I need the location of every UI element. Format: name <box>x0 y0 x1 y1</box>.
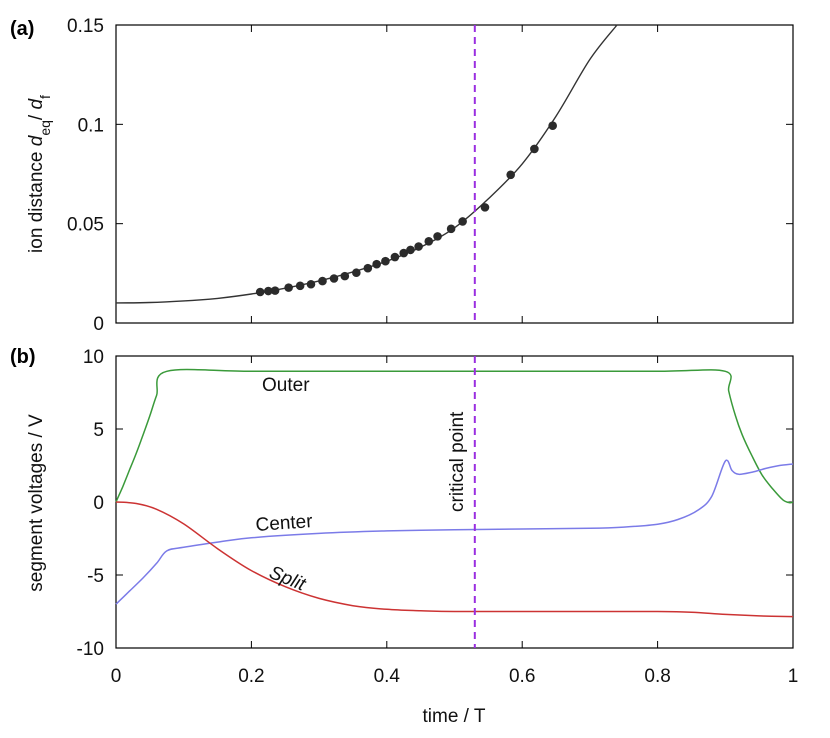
panel-b-ylabel: segment voltages / V <box>26 414 47 592</box>
series-lines <box>115 368 794 618</box>
panel-a-label: (a) <box>10 18 34 40</box>
panel-b-ytick-labels: -10 -5 0 5 10 <box>77 347 104 660</box>
data-point <box>264 286 273 296</box>
data-point <box>284 283 293 292</box>
panel-b-xtick-labels: 0 0.2 0.4 0.6 0.8 1 <box>111 666 799 687</box>
b-ytick-label: 5 <box>93 420 104 441</box>
data-point <box>399 248 409 258</box>
panel-a: (a) 0 0.05 0.1 0.15 ion distance deq/ df <box>10 16 794 335</box>
data-point <box>458 217 467 226</box>
data-point <box>270 286 280 295</box>
panel-a-ytick-labels: 0 0.05 0.1 0.15 <box>67 16 104 335</box>
center-series-label: Center <box>255 511 314 536</box>
data-point <box>363 263 373 273</box>
panel-b: (b) -10 -5 0 5 10 0 0.2 0.4 0.6 0.8 1 critical po… <box>10 346 798 727</box>
data-point <box>530 144 539 154</box>
panel-a-frame <box>115 24 794 324</box>
b-xtick-label: 0.4 <box>374 666 401 687</box>
data-point <box>329 274 339 283</box>
outer-series-label: Outer <box>262 375 310 396</box>
data-point <box>548 121 557 131</box>
data-point <box>414 242 423 251</box>
data-point <box>433 232 442 241</box>
data-point <box>424 237 434 246</box>
data-point <box>306 279 316 289</box>
series-split-line <box>115 501 794 618</box>
data-point <box>406 245 415 255</box>
b-ytick-label: 0 <box>93 493 104 514</box>
b-ytick-label: -10 <box>77 639 104 660</box>
data-points <box>255 121 557 297</box>
b-xtick-label: 0.8 <box>644 666 670 687</box>
b-xtick-label: 1 <box>788 666 799 687</box>
a-ytick-label: 0.1 <box>78 115 104 136</box>
panel-a-ylabel: ion distance deq/ df <box>26 95 53 253</box>
data-point <box>480 203 490 212</box>
split-series-label: Split <box>266 562 309 596</box>
data-point <box>446 224 456 234</box>
b-ytick-label: -5 <box>87 566 104 587</box>
data-point <box>340 271 350 281</box>
series-outer-line <box>115 368 794 504</box>
b-xtick-label: 0.6 <box>509 666 535 687</box>
panel-b-label: (b) <box>10 346 36 368</box>
a-ytick-label: 0.15 <box>67 16 104 37</box>
data-point <box>352 268 361 278</box>
panel-b-xlabel: time / T <box>423 706 486 727</box>
data-point <box>506 170 515 180</box>
b-ytick-label: 10 <box>83 347 104 368</box>
panel-b-ticks <box>115 355 794 649</box>
data-point <box>381 256 390 266</box>
fit-curve <box>115 24 618 304</box>
a-ytick-label: 0 <box>93 314 104 335</box>
data-point <box>295 281 305 291</box>
panel-a-ticks <box>115 24 794 324</box>
data-point <box>318 276 327 286</box>
b-xtick-label: 0.2 <box>238 666 264 687</box>
data-point <box>390 252 400 262</box>
data-point <box>255 287 265 297</box>
a-ytick-label: 0.05 <box>67 215 104 236</box>
b-xtick-label: 0 <box>111 666 122 687</box>
data-point <box>372 259 381 269</box>
series-center-line <box>115 459 794 605</box>
critical-point-label: critical point <box>447 411 468 512</box>
